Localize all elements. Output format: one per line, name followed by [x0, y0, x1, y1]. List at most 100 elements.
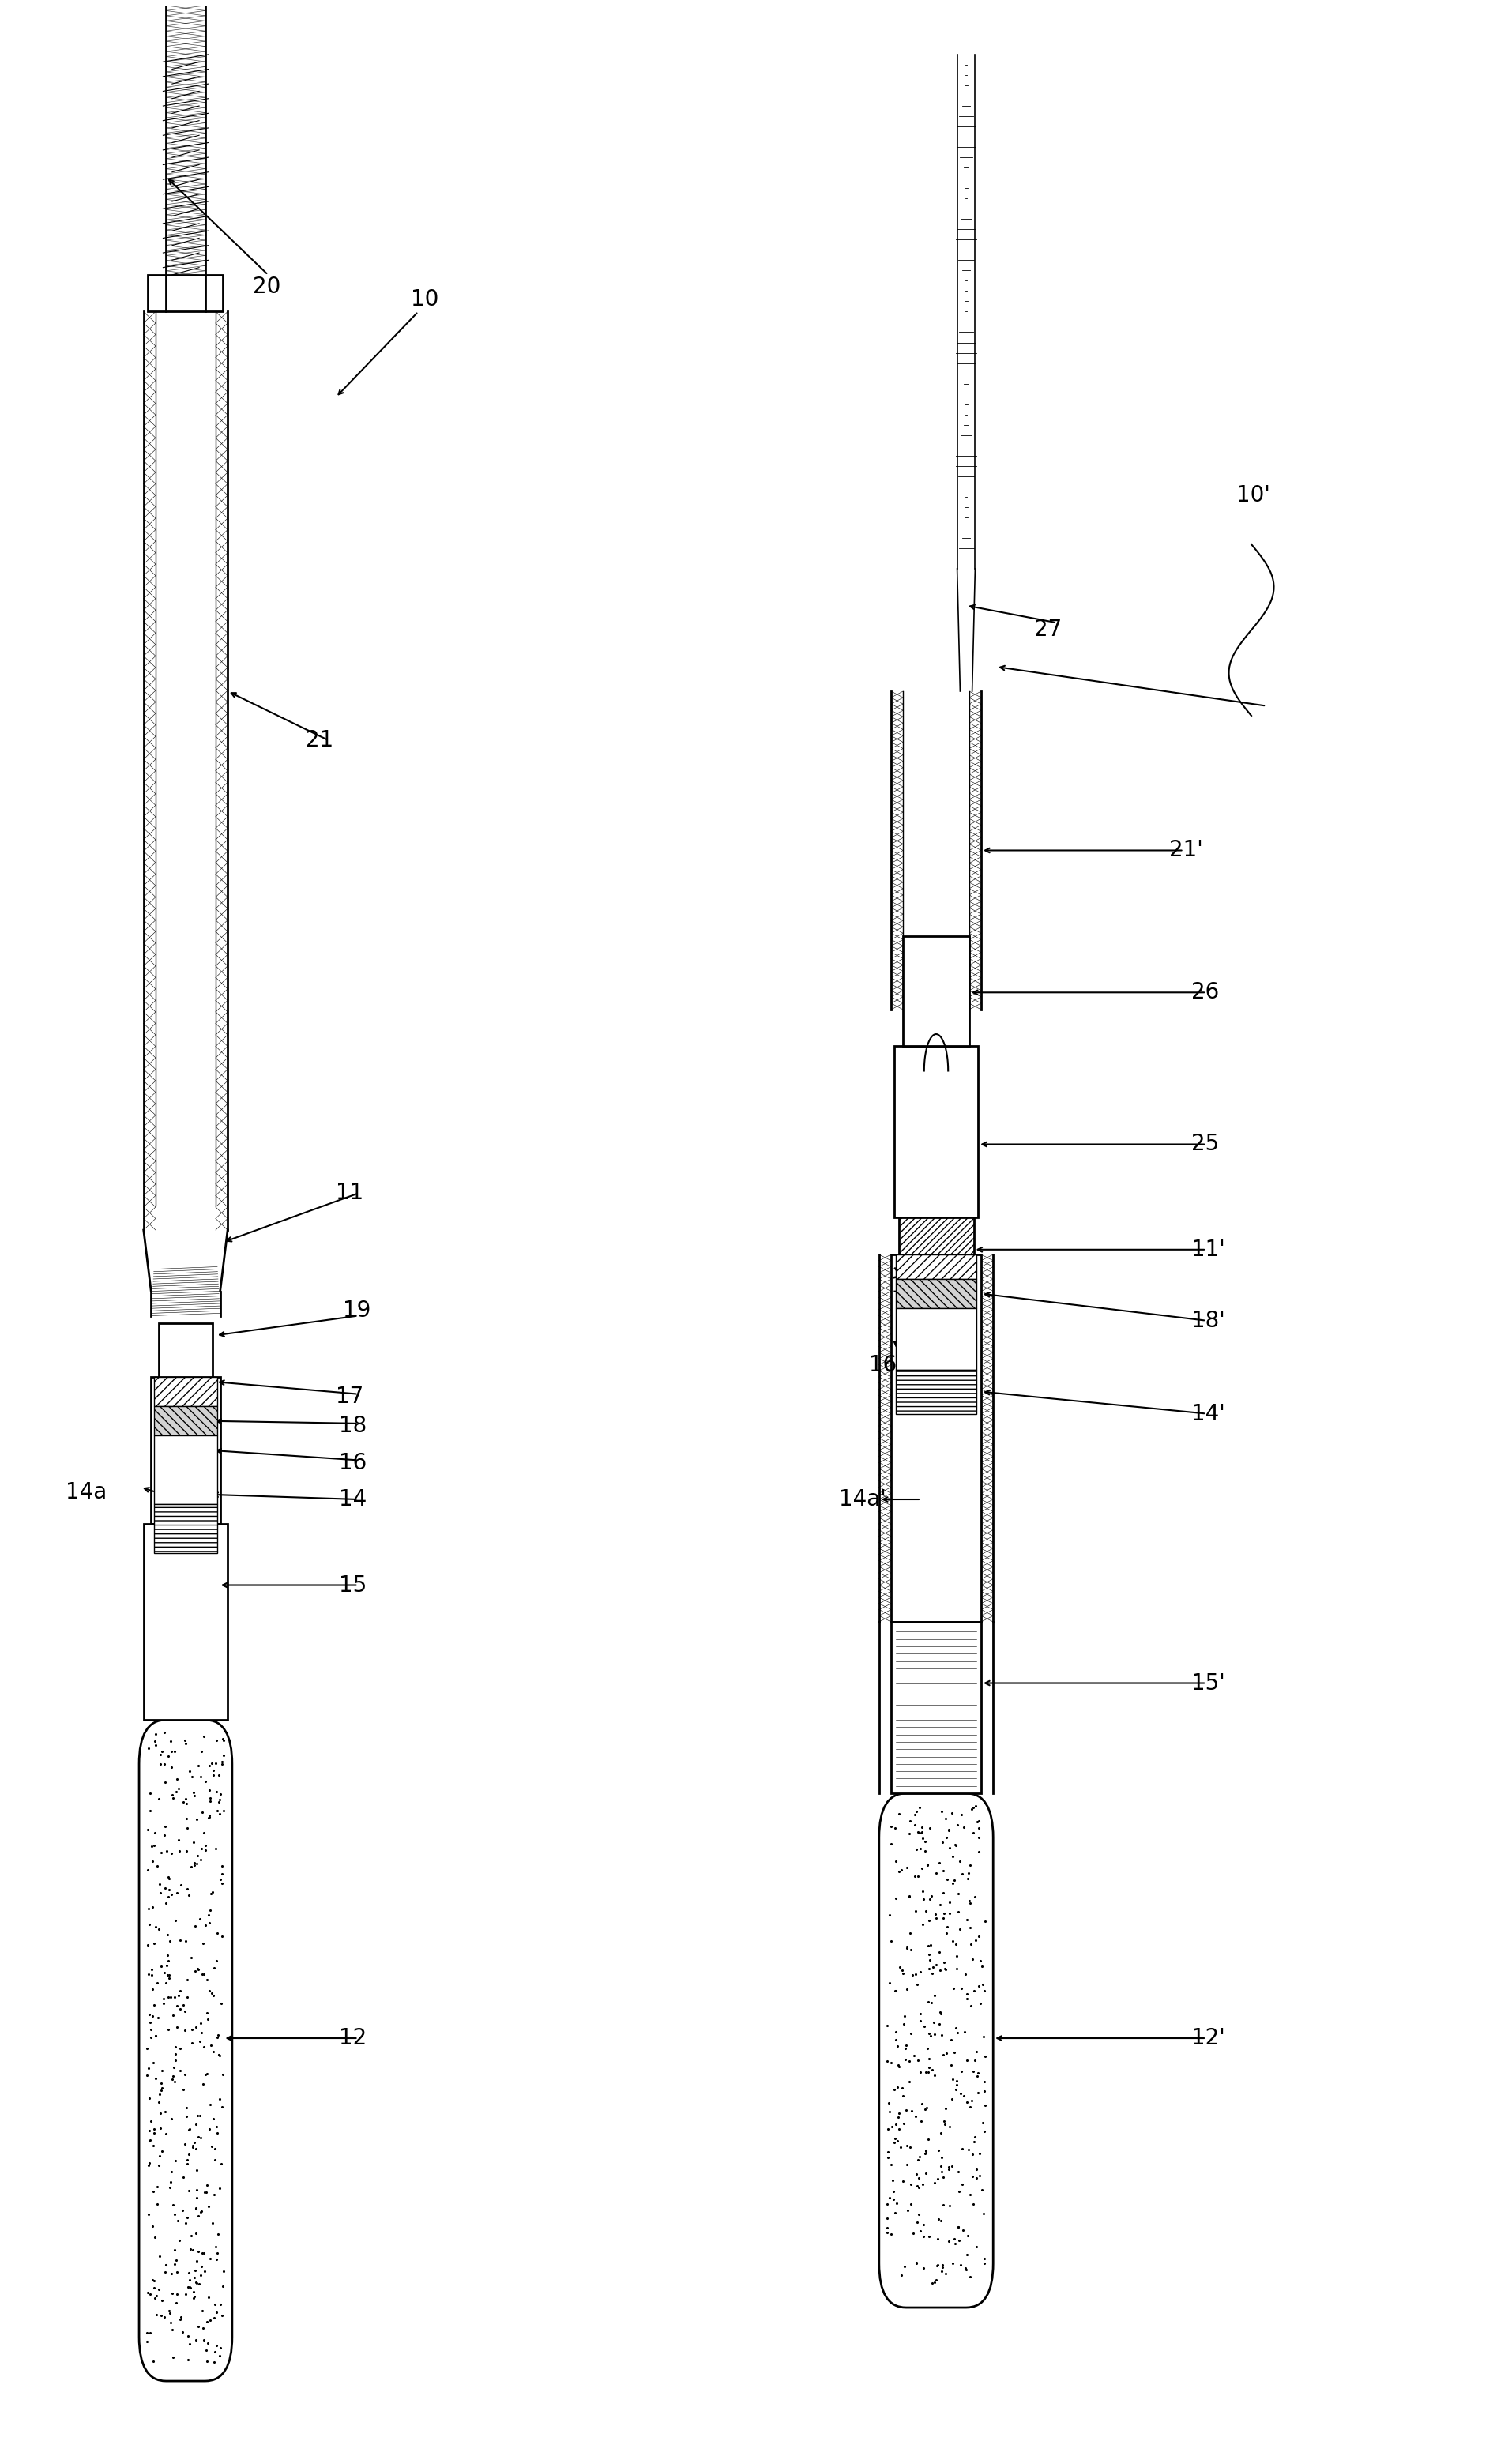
Point: [909, 2000, 933, 2039]
Point: [174, 2204, 198, 2244]
Point: [159, 1875, 183, 1914]
Point: [933, 2101, 957, 2140]
Point: [895, 1847, 919, 1887]
Point: [148, 2074, 172, 2113]
Point: [159, 1978, 183, 2017]
Point: [178, 2268, 203, 2307]
Point: [153, 2091, 177, 2130]
Point: [904, 1953, 928, 1993]
Point: [897, 2061, 921, 2101]
Point: [210, 1744, 234, 1784]
Point: [204, 1771, 228, 1811]
Point: [909, 1993, 933, 2032]
Point: [159, 2253, 183, 2293]
Text: 14': 14': [1191, 1402, 1225, 1424]
Point: [138, 2121, 162, 2160]
Point: [922, 1975, 947, 2015]
Point: [166, 1820, 191, 1860]
Point: [913, 2089, 937, 2128]
Point: [928, 1993, 953, 2032]
Point: [930, 2251, 954, 2290]
Point: [940, 2059, 965, 2098]
Point: [136, 1926, 160, 1966]
Point: [141, 1825, 165, 1865]
Point: [201, 1872, 225, 1911]
Point: [921, 2049, 945, 2089]
Point: [139, 2017, 163, 2057]
Point: [186, 2307, 210, 2347]
Point: [972, 2017, 996, 2057]
Point: [180, 2231, 204, 2271]
Point: [142, 2268, 166, 2307]
Point: [192, 2234, 216, 2273]
Point: [883, 2071, 907, 2111]
Point: [945, 1806, 969, 1845]
Point: [927, 2005, 951, 2044]
Point: [916, 2015, 940, 2054]
Point: [207, 1754, 231, 1793]
Point: [192, 2027, 216, 2066]
Point: [943, 1825, 968, 1865]
Point: [147, 1909, 171, 1948]
Point: [934, 1818, 959, 1857]
Point: [877, 1963, 901, 2002]
Point: [184, 2263, 209, 2303]
Point: [945, 2012, 969, 2052]
Point: [178, 2261, 203, 2300]
Point: [138, 2276, 162, 2315]
Point: [165, 1872, 189, 1911]
Point: [910, 2165, 934, 2204]
Point: [940, 1921, 965, 1961]
Point: [154, 1963, 178, 2002]
Point: [162, 2057, 186, 2096]
Point: [141, 1970, 165, 2010]
Point: [930, 2138, 954, 2177]
Point: [965, 2032, 989, 2071]
Point: [174, 1798, 198, 1838]
Point: [183, 1951, 207, 1990]
Point: [875, 2209, 900, 2248]
Bar: [154, 1437, 218, 1506]
Point: [904, 2244, 928, 2283]
Point: [206, 2015, 230, 2054]
Point: [963, 1786, 987, 1825]
Point: [163, 2034, 187, 2074]
Point: [966, 2057, 990, 2096]
Point: [916, 2049, 940, 2089]
Point: [916, 2029, 940, 2069]
Point: [934, 2034, 959, 2074]
Point: [943, 2224, 968, 2263]
Point: [150, 2052, 174, 2091]
Point: [189, 2118, 213, 2157]
Point: [921, 1953, 945, 1993]
Point: [189, 2192, 213, 2231]
Point: [965, 2157, 989, 2197]
Point: [145, 1963, 169, 2002]
Point: [195, 2000, 219, 2039]
Point: [194, 2330, 218, 2369]
Point: [904, 2202, 928, 2241]
Point: [168, 1921, 192, 1961]
Point: [142, 2261, 166, 2300]
Point: [141, 2261, 165, 2300]
Point: [894, 2029, 918, 2069]
Point: [912, 2007, 936, 2047]
Point: [883, 2192, 907, 2231]
Point: [918, 1879, 942, 1919]
Point: [204, 2234, 228, 2273]
Point: [957, 1909, 981, 1948]
Point: [889, 2256, 913, 2295]
Point: [191, 2310, 215, 2349]
Point: [206, 2214, 230, 2253]
FancyBboxPatch shape: [139, 1720, 233, 2381]
Point: [184, 2106, 209, 2145]
Point: [924, 1946, 948, 1985]
Point: [150, 1732, 174, 1771]
Point: [181, 1823, 206, 1862]
Point: [195, 1993, 219, 2032]
Point: [183, 1776, 207, 1815]
Point: [198, 2239, 222, 2278]
Point: [194, 1761, 218, 1801]
Point: [141, 1998, 165, 2037]
Point: [937, 2108, 962, 2148]
